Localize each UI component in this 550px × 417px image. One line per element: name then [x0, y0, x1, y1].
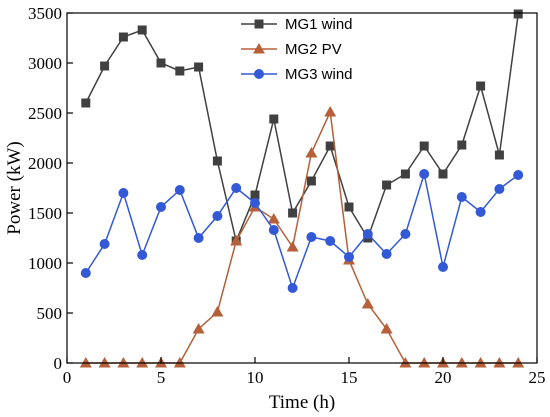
data-point — [81, 98, 91, 108]
plot-frame — [66, 12, 538, 364]
data-point — [382, 180, 392, 190]
data-point — [305, 147, 318, 158]
x-tick-label: 20 — [435, 368, 452, 387]
x-axis-label: Time (h) — [269, 392, 335, 413]
x-tick-label: 5 — [157, 368, 166, 387]
y-tick-label: 2000 — [28, 154, 62, 173]
data-point — [325, 141, 335, 151]
data-point — [381, 249, 392, 259]
data-point — [494, 184, 505, 194]
ticks-layer: 0 5 10 15 20 25 0 500 1000 1500 2000 2500 3000 3500 — [28, 4, 546, 387]
data-point — [512, 357, 525, 368]
data-point — [212, 211, 223, 221]
data-point — [456, 192, 467, 202]
data-point — [361, 298, 374, 309]
data-point — [400, 169, 410, 179]
series-layer — [79, 9, 525, 368]
legend-marker — [253, 43, 265, 54]
y-tick-label: 0 — [54, 354, 63, 373]
data-point — [344, 252, 354, 262]
y-tick-label: 3500 — [28, 4, 62, 23]
series-3 — [80, 169, 524, 293]
data-point — [419, 169, 430, 179]
data-point — [494, 150, 504, 160]
series-line — [85, 109, 519, 364]
data-point — [173, 357, 186, 368]
data-point — [137, 250, 148, 260]
data-point — [418, 357, 431, 368]
data-point — [493, 357, 506, 368]
y-axis-label: Power (kW) — [4, 141, 25, 234]
data-point — [194, 62, 204, 72]
x-tick-label: 15 — [341, 368, 358, 387]
data-point — [324, 106, 337, 117]
data-point — [475, 207, 486, 217]
data-point — [438, 262, 448, 272]
x-tick-label: 0 — [63, 368, 72, 387]
data-point — [192, 323, 205, 334]
data-point — [80, 268, 91, 278]
data-point — [269, 114, 279, 124]
data-point — [175, 66, 185, 76]
data-point — [99, 239, 110, 249]
data-point — [287, 283, 298, 293]
data-point — [212, 156, 222, 166]
data-point — [79, 357, 92, 368]
data-point — [457, 140, 467, 150]
data-point — [288, 208, 298, 218]
data-point — [419, 141, 429, 151]
x-tick-label: 25 — [529, 368, 546, 387]
data-point — [268, 225, 279, 235]
data-point — [286, 241, 299, 252]
y-tick-label: 1000 — [28, 254, 62, 273]
data-point — [476, 81, 486, 91]
legend-item: MG2 PV — [241, 41, 342, 58]
data-point — [400, 229, 411, 239]
legend-marker — [254, 19, 264, 29]
data-point — [156, 202, 166, 212]
data-point — [137, 25, 147, 35]
data-point — [230, 235, 243, 246]
data-point — [399, 357, 412, 368]
data-point — [98, 357, 111, 368]
legend-item: MG1 wind — [241, 16, 353, 33]
y-tick-label: 1500 — [28, 204, 62, 223]
data-point — [513, 9, 523, 19]
data-point — [100, 61, 110, 71]
legend-label: MG3 wind — [285, 66, 353, 83]
data-point — [267, 213, 280, 224]
data-point — [306, 232, 317, 242]
data-point — [344, 202, 354, 212]
data-point — [513, 170, 524, 180]
data-point — [438, 169, 448, 179]
data-point — [455, 357, 468, 368]
y-tick-label: 2500 — [28, 104, 62, 123]
data-point — [380, 323, 393, 334]
legend: MG1 wind MG2 PV MG3 wind — [241, 16, 353, 83]
y-tick-label: 500 — [37, 304, 63, 323]
data-point — [250, 190, 260, 200]
legend-label: MG1 wind — [285, 16, 353, 33]
data-point — [362, 229, 373, 239]
legend-label: MG2 PV — [285, 41, 342, 58]
data-point — [156, 58, 166, 68]
data-point — [118, 188, 129, 198]
data-point — [136, 357, 149, 368]
series-line — [85, 173, 519, 291]
legend-item: MG3 wind — [241, 66, 353, 83]
data-point — [231, 183, 242, 193]
data-point — [306, 176, 316, 186]
data-point — [174, 185, 185, 195]
y-tick-label: 3000 — [28, 54, 62, 73]
legend-marker — [254, 69, 264, 79]
data-point — [250, 198, 260, 208]
data-point — [474, 357, 487, 368]
data-point — [117, 357, 130, 368]
data-point — [118, 32, 128, 42]
data-point — [325, 236, 336, 246]
data-point — [193, 233, 204, 243]
x-tick-label: 10 — [247, 368, 264, 387]
data-point — [211, 306, 224, 317]
